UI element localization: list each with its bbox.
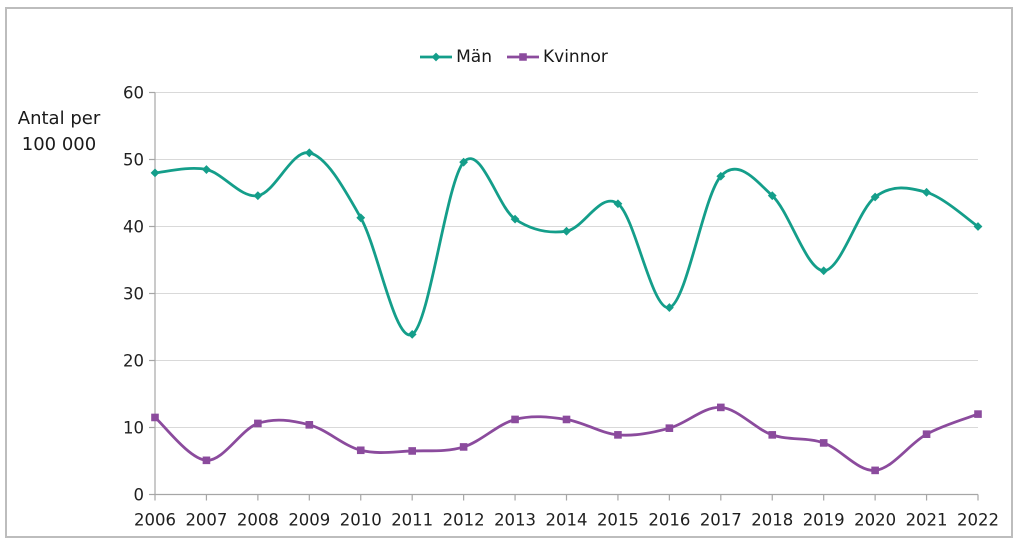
- x-tick-label: 2019: [803, 511, 845, 530]
- women-line-square-marker-icon: [506, 50, 540, 64]
- series-men: [150, 148, 983, 339]
- x-tick-label: 2018: [751, 511, 793, 530]
- y-tick-label: 0: [134, 485, 145, 504]
- x-tick-label: 2006: [134, 511, 176, 530]
- x-tick-label: 2007: [185, 511, 227, 530]
- men-line-diamond-marker-icon: [419, 50, 453, 64]
- y-tick-label: 10: [123, 418, 144, 437]
- data-point-marker: [717, 403, 725, 412]
- x-tick-label: 2009: [288, 511, 330, 530]
- data-point-marker: [870, 192, 880, 202]
- data-point-marker: [819, 266, 829, 276]
- x-tick-label: 2017: [700, 511, 742, 530]
- data-point-marker: [767, 191, 777, 201]
- series-line: [153, 151, 980, 337]
- legend: Män Kvinnor: [0, 44, 1027, 70]
- x-tick-label: 2011: [391, 511, 433, 530]
- x-tick-label: 2008: [237, 511, 279, 530]
- data-point-marker: [253, 191, 263, 201]
- x-tick-label: 2013: [494, 511, 536, 530]
- data-point-marker: [202, 165, 211, 174]
- data-point-marker: [768, 431, 777, 439]
- data-point-marker: [819, 439, 828, 447]
- series-women: [151, 403, 982, 475]
- data-point-marker: [664, 303, 674, 312]
- y-tick-label: 60: [123, 83, 144, 102]
- data-point-marker: [150, 168, 160, 178]
- data-point-marker: [459, 443, 468, 451]
- legend-item-men: Män: [419, 47, 492, 67]
- x-tick-label: 2020: [854, 511, 896, 530]
- data-point-marker: [305, 421, 314, 429]
- tick-labels: 0 10 20 30 40 50 60 2006 2007 2008 2009 2010 2011 201…: [123, 83, 999, 529]
- data-point-marker: [304, 148, 314, 158]
- x-tick-label: 2021: [906, 511, 948, 530]
- x-tick-label: 2014: [546, 511, 588, 530]
- data-point-marker: [459, 157, 469, 167]
- x-tick-label: 2012: [443, 511, 485, 530]
- data-point-marker: [510, 214, 520, 224]
- data-point-marker: [356, 446, 365, 455]
- y-tick-label: 50: [123, 150, 144, 169]
- data-point-marker: [922, 430, 931, 438]
- legend-item-women: Kvinnor: [506, 47, 608, 67]
- data-point-marker: [613, 199, 623, 209]
- axes: [149, 91, 979, 501]
- x-tick-label: 2015: [597, 511, 639, 530]
- data-point-marker: [562, 415, 571, 424]
- y-axis-title: Antal per 100 000: [17, 108, 101, 155]
- data-point-marker: [562, 226, 571, 236]
- y-tick-label: 40: [123, 217, 144, 236]
- data-point-marker: [202, 456, 211, 465]
- data-point-marker: [151, 413, 159, 422]
- legend-label-women: Kvinnor: [542, 47, 608, 67]
- x-tick-label: 2010: [340, 511, 382, 530]
- data-point-marker: [716, 171, 726, 181]
- data-point-marker: [356, 213, 366, 223]
- data-point-marker: [973, 222, 983, 231]
- data-point-marker: [665, 424, 674, 432]
- x-tick-label: 2022: [957, 511, 999, 530]
- data-point-marker: [614, 431, 622, 439]
- data-point-marker: [974, 410, 982, 418]
- gridlines: [155, 92, 978, 428]
- x-tick-label: 2016: [648, 511, 690, 530]
- data-point-marker: [922, 187, 931, 197]
- data-point-marker: [254, 419, 262, 428]
- y-tick-label: 20: [123, 351, 144, 370]
- data-point-marker: [511, 415, 519, 424]
- y-tick-label: 30: [123, 284, 144, 303]
- legend-label-men: Män: [456, 47, 492, 67]
- data-point-marker: [408, 447, 416, 455]
- data-point-marker: [871, 466, 879, 475]
- data-point-marker: [407, 329, 417, 339]
